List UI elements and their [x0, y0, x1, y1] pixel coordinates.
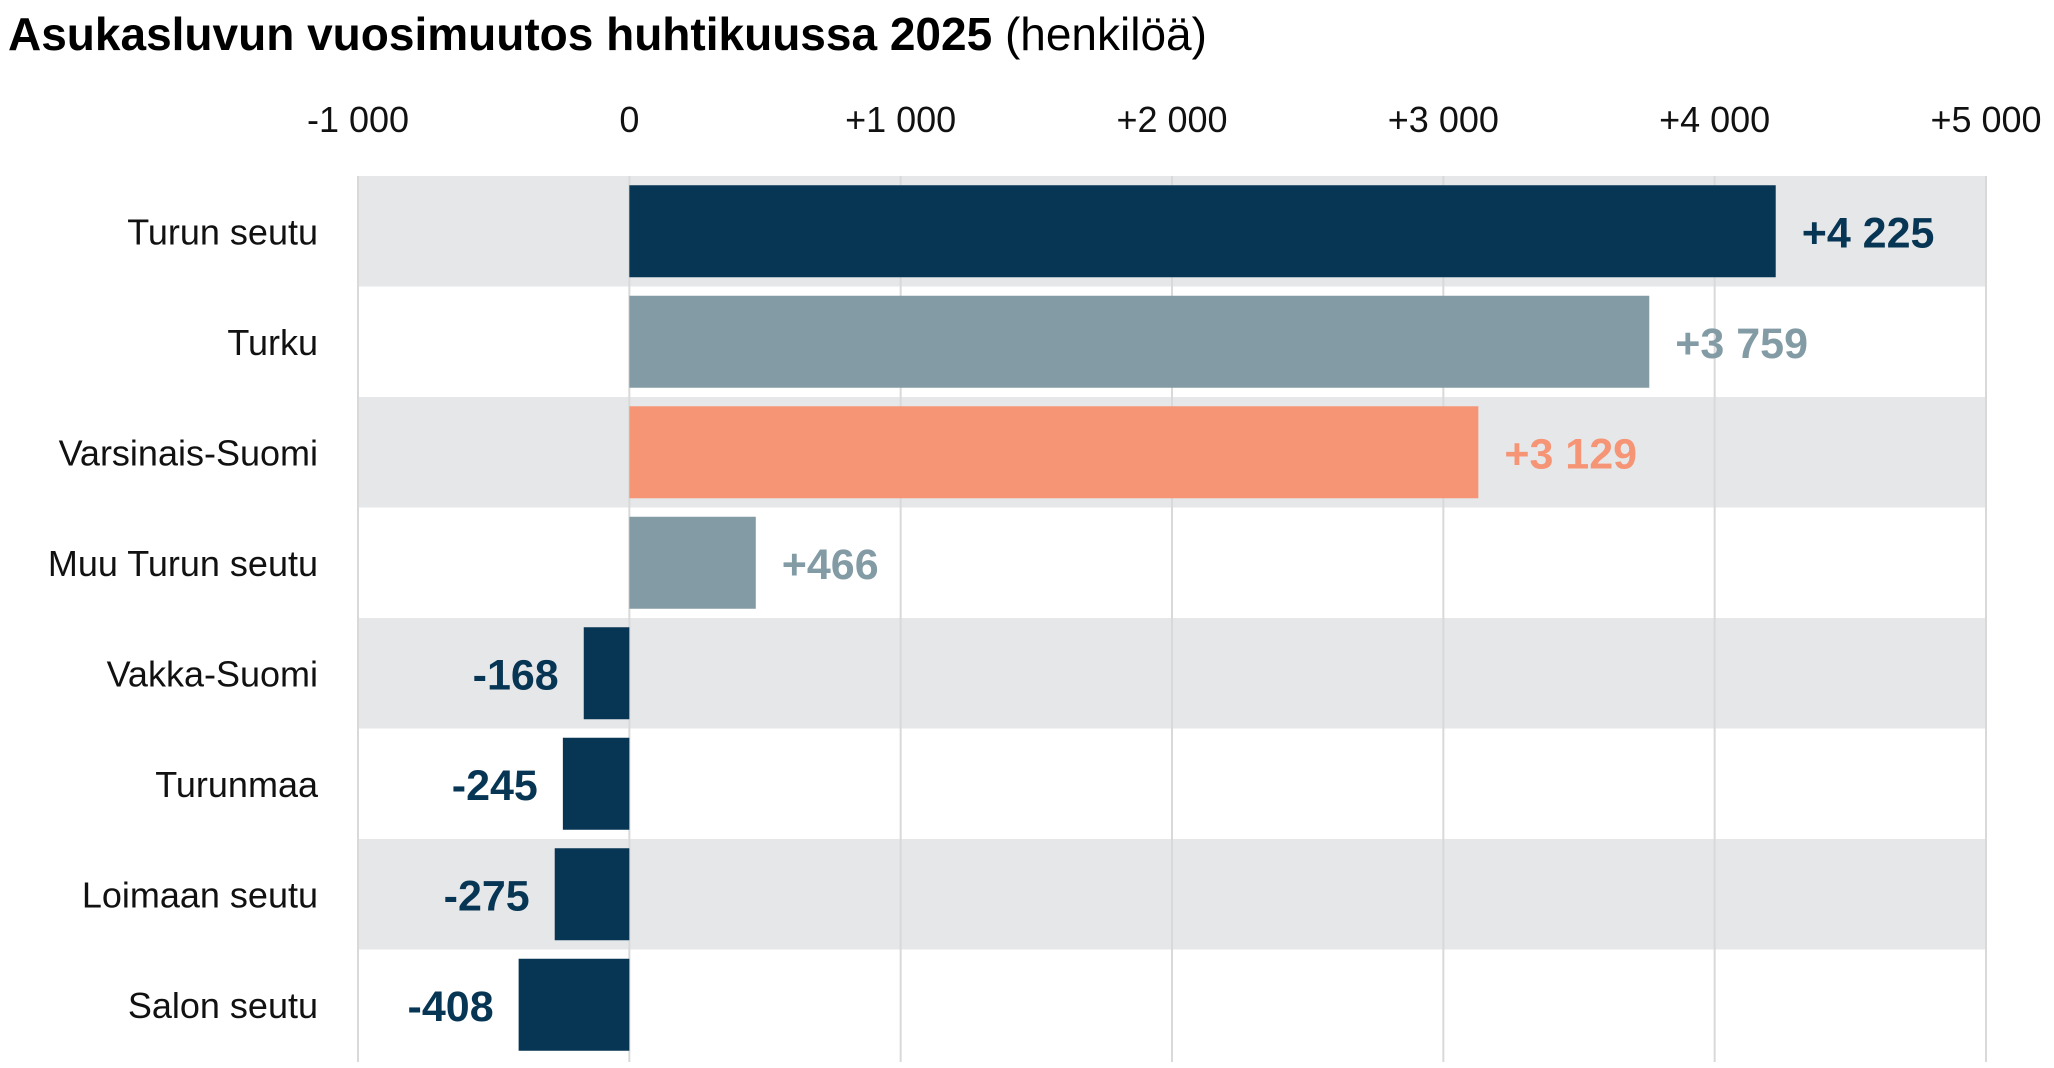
bar-loimaan-seutu	[554, 848, 630, 941]
bar-vakka-suomi	[583, 627, 630, 720]
x-tick-label: +3 000	[1388, 99, 1499, 140]
value-label-turku: +3 759	[1675, 320, 1808, 368]
category-label-salon-seutu: Salon seutu	[128, 985, 318, 1026]
value-labels: +4 225 +3 759 +3 129 +466 -168 -245 -275 -408	[408, 209, 1935, 1031]
chart-title: Asukasluvun vuosimuutos huhtikuussa 2025…	[8, 2, 1207, 66]
category-label-loimaan-seutu: Loimaan seutu	[82, 874, 318, 915]
chart-title-main: Asukasluvun vuosimuutos huhtikuussa 2025	[8, 8, 993, 60]
bar-turun-seutu	[629, 185, 1776, 278]
category-label-vakka-suomi: Vakka-Suomi	[107, 653, 318, 694]
bar-varsinais-suomi	[629, 406, 1479, 499]
chart-title-unit: (henkilöä)	[1004, 8, 1207, 60]
value-label-turunmaa: -245	[452, 762, 538, 810]
category-label-muu-turun-seutu: Muu Turun seutu	[48, 543, 318, 584]
x-tick-label: +1 000	[845, 99, 956, 140]
bar-turku	[629, 295, 1650, 388]
category-label-turunmaa: Turunmaa	[155, 764, 319, 805]
value-label-varsinais-suomi: +3 129	[1504, 430, 1637, 478]
bar-salon-seutu	[518, 958, 630, 1051]
value-label-vakka-suomi: -168	[473, 651, 559, 699]
value-label-turun-seutu: +4 225	[1802, 209, 1935, 257]
category-labels: Turun seutu Turku Varsinais-Suomi Muu Turun…	[48, 211, 319, 1026]
value-label-muu-turun-seutu: +466	[782, 541, 879, 589]
x-tick-label: +4 000	[1659, 99, 1770, 140]
x-tick-label: 0	[619, 99, 639, 140]
bars	[518, 185, 1776, 1051]
x-tick-label: +5 000	[1930, 99, 2041, 140]
value-label-salon-seutu: -408	[408, 983, 494, 1031]
category-label-varsinais-suomi: Varsinais-Suomi	[59, 432, 318, 473]
x-axis-ticks: -1 000 0 +1 000 +2 000 +3 000 +4 000 +5 000	[307, 99, 2042, 140]
bar-muu-turun-seutu	[629, 516, 756, 609]
category-label-turun-seutu: Turun seutu	[127, 211, 318, 252]
x-tick-label: +2 000	[1116, 99, 1227, 140]
bar-turunmaa	[562, 737, 630, 830]
value-label-loimaan-seutu: -275	[444, 872, 530, 920]
x-tick-label: -1 000	[307, 99, 409, 140]
category-label-turku: Turku	[227, 322, 318, 363]
